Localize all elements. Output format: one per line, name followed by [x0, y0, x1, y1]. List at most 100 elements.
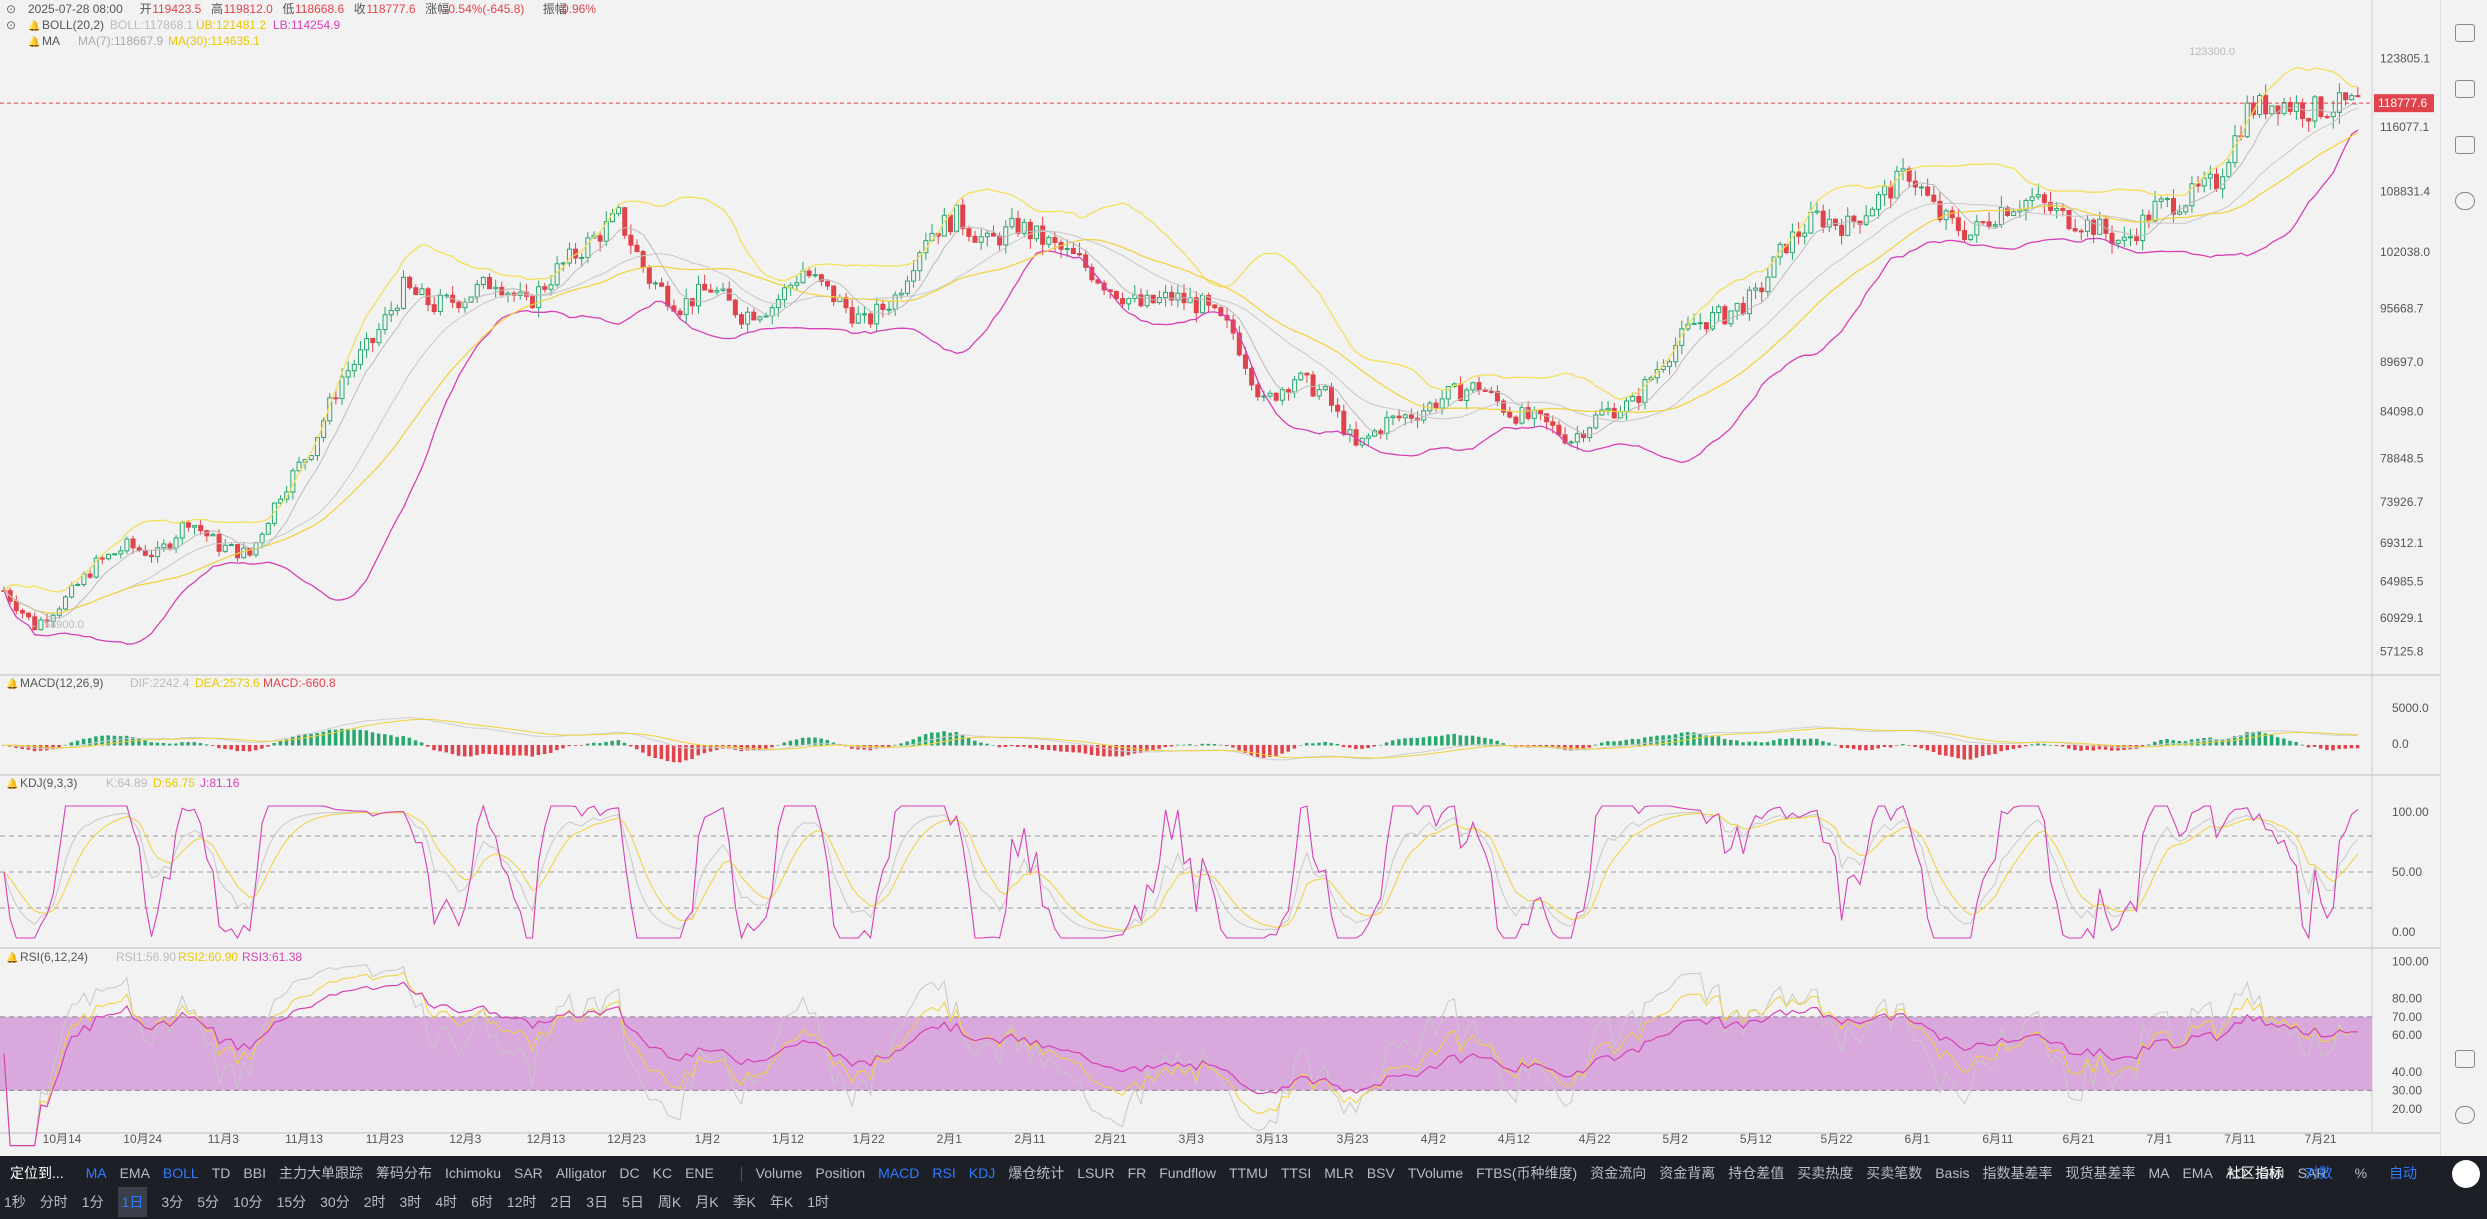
interval-13[interactable]: 12时: [506, 1194, 537, 1210]
main-indicator-8[interactable]: SAR: [514, 1165, 543, 1181]
price-tick: 78848.5: [2380, 451, 2424, 465]
sub-indicator-14[interactable]: FTBS(币种维度): [1476, 1165, 1578, 1181]
macd-bar: [469, 745, 473, 757]
sub-indicator-24[interactable]: EMA: [2182, 1165, 2213, 1181]
main-indicator-3[interactable]: TD: [211, 1165, 231, 1181]
sub-indicator-21[interactable]: 指数基差率: [1982, 1165, 2053, 1181]
interval-row: 1秒 分时 1分 1日 3分 5分 10分 15分 30分 2时 3时 4时 6时 12时 2日 3日 5日 周K…: [4, 1187, 843, 1217]
interval-0[interactable]: 1秒: [4, 1194, 26, 1210]
main-indicator-10[interactable]: DC: [619, 1165, 640, 1181]
headset-icon[interactable]: [2455, 1106, 2475, 1124]
interval-5[interactable]: 5分: [197, 1194, 219, 1210]
interval-7[interactable]: 15分: [276, 1194, 307, 1210]
sub-indicator-25[interactable]: AO: [2225, 1165, 2247, 1181]
candle-body: [2214, 173, 2219, 190]
watchlist-icon[interactable]: [2455, 80, 2475, 98]
interval-6[interactable]: 10分: [232, 1194, 263, 1210]
sub-indicator-5[interactable]: 爆仓统计: [1008, 1165, 1065, 1181]
monitor-icon[interactable]: [2455, 136, 2475, 154]
rsi-tick: 20.00: [2392, 1102, 2422, 1116]
interval-9[interactable]: 2时: [363, 1194, 386, 1210]
main-indicator-9[interactable]: Alligator: [555, 1165, 607, 1181]
log-scale-button[interactable]: 对数: [2304, 1165, 2333, 1181]
sub-indicator-22[interactable]: 现货基差率: [2065, 1165, 2136, 1181]
community-indicators-button[interactable]: 社区指标: [2226, 1165, 2283, 1181]
candle-body: [548, 284, 554, 290]
main-indicator-0[interactable]: MA: [85, 1165, 107, 1181]
interval-2[interactable]: 1分: [81, 1194, 104, 1210]
interval-11[interactable]: 4时: [435, 1194, 458, 1210]
interval-19[interactable]: 季K: [732, 1194, 756, 1210]
sub-indicator-7[interactable]: FR: [1127, 1165, 1147, 1181]
sub-indicator-12[interactable]: BSV: [1366, 1165, 1395, 1181]
right-tools: 社区指标 对数 % 自动: [2209, 1158, 2417, 1188]
sub-indicator-16[interactable]: 资金背离: [1659, 1165, 1716, 1181]
interval-4[interactable]: 3分: [161, 1194, 184, 1210]
window-icon[interactable]: [2455, 24, 2475, 42]
settings-icon[interactable]: [2455, 192, 2475, 210]
candle-body: [394, 307, 400, 312]
sub-indicator-1[interactable]: Position: [815, 1165, 866, 1181]
main-indicator-6[interactable]: 筹码分布: [375, 1165, 432, 1181]
interval-12[interactable]: 6时: [471, 1194, 493, 1210]
macd-bar: [1495, 740, 1499, 746]
sub-indicator-18[interactable]: 买卖热度: [1797, 1165, 1854, 1181]
chart-area[interactable]: 123805.1 116077.1 108831.4 102038.0 95668.7 8…: [0, 0, 2487, 1156]
sub-indicator-20[interactable]: Basis: [1935, 1165, 1970, 1181]
candle-body: [2263, 95, 2269, 115]
sub-indicator-0[interactable]: Volume: [755, 1165, 803, 1181]
interval-17[interactable]: 周K: [657, 1194, 682, 1210]
main-indicator-5[interactable]: 主力大单跟踪: [278, 1165, 363, 1181]
macd-bar: [481, 745, 485, 754]
interval-18[interactable]: 月K: [695, 1194, 719, 1210]
sub-indicator-4[interactable]: KDJ: [968, 1165, 996, 1181]
percent-button[interactable]: %: [2354, 1165, 2368, 1181]
macd-bar: [788, 740, 793, 746]
macd-bar: [155, 742, 160, 746]
candle-body: [1771, 256, 1777, 278]
interval-15[interactable]: 3日: [586, 1194, 609, 1210]
sub-indicator-15[interactable]: 资金流向: [1590, 1165, 1647, 1181]
auto-button[interactable]: 自动: [2389, 1165, 2417, 1181]
interval-20[interactable]: 年K: [769, 1194, 794, 1210]
main-indicator-1[interactable]: EMA: [119, 1165, 150, 1181]
main-indicator-4[interactable]: BBI: [243, 1165, 266, 1181]
main-indicator-2[interactable]: BOLL: [162, 1165, 199, 1181]
main-indicator-12[interactable]: ENE: [685, 1165, 714, 1181]
sub-indicator-26[interactable]: DMI: [2259, 1165, 2285, 1181]
interval-21[interactable]: 1时: [807, 1194, 830, 1210]
locate-button[interactable]: 定位到...: [10, 1165, 64, 1181]
layout-icon[interactable]: [2455, 1050, 2475, 1068]
sub-indicator-19[interactable]: 买卖笔数: [1866, 1165, 1923, 1181]
sub-indicator-10[interactable]: TTSI: [1280, 1165, 1312, 1181]
interval-14[interactable]: 2日: [550, 1194, 573, 1210]
sub-indicator-9[interactable]: TTMU: [1229, 1165, 1268, 1181]
avatar[interactable]: [2452, 1160, 2480, 1188]
sub-indicator-27[interactable]: SAR: [2297, 1165, 2327, 1181]
macd-bar: [530, 745, 535, 757]
boll-mid: BOLL:117868.1: [110, 18, 194, 32]
sub-indicator-11[interactable]: MLR: [1324, 1165, 1354, 1181]
sub-indicator-17[interactable]: 持仓差值: [1728, 1165, 1785, 1181]
main-indicator-11[interactable]: KC: [652, 1165, 673, 1181]
sub-indicator-6[interactable]: LSUR: [1077, 1165, 1115, 1181]
interval-3[interactable]: 1日: [117, 1187, 148, 1217]
candle-body: [855, 313, 861, 324]
sub-indicator-8[interactable]: Fundflow: [1159, 1165, 1217, 1181]
macd-bar: [1944, 745, 1948, 756]
macd-bar: [819, 738, 823, 746]
candle-body: [2121, 236, 2127, 241]
interval-10[interactable]: 3时: [399, 1194, 422, 1210]
price-tick: 108831.4: [2380, 185, 2430, 199]
sub-indicator-23[interactable]: MA: [2148, 1165, 2170, 1181]
interval-16[interactable]: 5日: [622, 1194, 644, 1210]
interval-1[interactable]: 分时: [39, 1194, 68, 1210]
sub-indicator-13[interactable]: TVolume: [1407, 1165, 1464, 1181]
sub-indicator-2[interactable]: MACD: [878, 1165, 920, 1181]
rsi-name: RSI(6,12,24): [20, 950, 88, 964]
main-indicator-7[interactable]: Ichimoku: [444, 1165, 501, 1181]
macd-bar: [1341, 745, 1346, 747]
interval-8[interactable]: 30分: [320, 1194, 350, 1210]
sub-indicator-3[interactable]: RSI: [932, 1165, 956, 1181]
macd-bar: [887, 745, 891, 748]
